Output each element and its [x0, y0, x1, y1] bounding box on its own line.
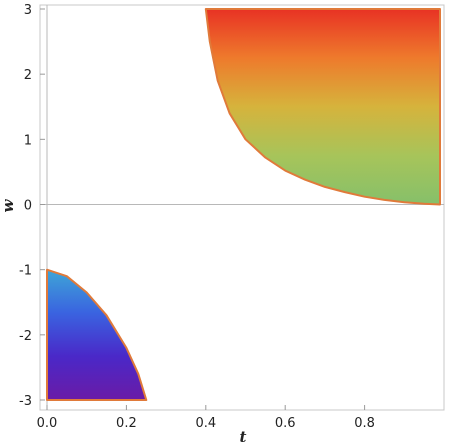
x-tick-label: 0.6: [275, 416, 296, 431]
y-tick-label: -3: [19, 394, 32, 409]
y-axis-label: w: [0, 198, 17, 212]
y-tick-label: -2: [19, 329, 32, 344]
y-tick-label: 2: [24, 68, 32, 83]
x-axis-label: t: [240, 428, 247, 446]
x-tick-label: 0.2: [116, 416, 137, 431]
y-tick-label: -1: [19, 264, 32, 279]
x-tick-label: 0.8: [354, 416, 375, 431]
y-tick-label: 0: [24, 199, 32, 214]
region-1: [46, 268, 148, 401]
region-0: [204, 8, 441, 206]
x-tick-label: 0.0: [37, 416, 58, 431]
y-tick-label: 3: [24, 3, 32, 18]
x-tick-label: 0.4: [195, 416, 216, 431]
y-tick-label: 1: [24, 133, 32, 148]
plot-frame: [39, 4, 445, 411]
